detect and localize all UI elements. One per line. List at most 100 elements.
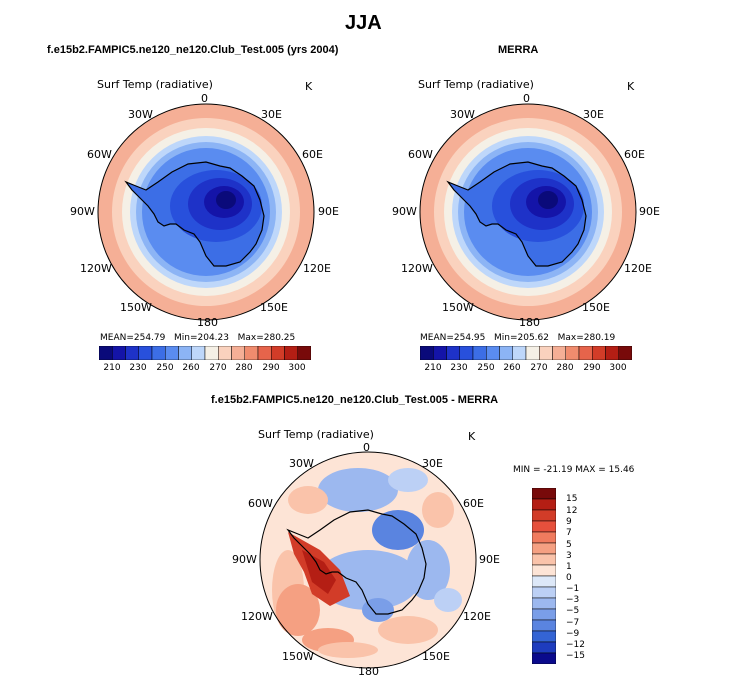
panel-3-case-title: f.e15b2.FAMPIC5.ne120_ne120.Club_Test.00… (211, 394, 499, 406)
panel-2-colorbar-tick: 210 (424, 363, 442, 373)
panel-1-colorbar-tick: 250 (156, 363, 174, 373)
colorbar-swatch (592, 346, 606, 360)
lon-label-30w: 30W (289, 457, 314, 470)
anomaly-blob (318, 642, 378, 658)
map-boundary (97, 103, 315, 321)
lon-label-150e: 150E (582, 301, 610, 314)
panel-2-stats: MEAN=254.95 Min=205.62 Max=280.19 (420, 333, 616, 343)
panel-3-polar-map (259, 451, 477, 669)
colorbar-swatch (532, 652, 556, 664)
lon-label-120e: 120E (463, 610, 491, 623)
anomaly-blob (388, 468, 428, 492)
lon-label-150w: 150W (282, 650, 314, 663)
colorbar-swatch (532, 564, 556, 577)
colorbar-swatch (420, 346, 434, 360)
lon-label-60w: 60W (248, 497, 273, 510)
colorbar-swatch (539, 346, 553, 360)
lon-label-60e: 60E (624, 148, 645, 161)
colorbar-swatch (204, 346, 219, 360)
panel-3-stats: MIN = -21.19 MAX = 15.46 (513, 465, 635, 475)
colorbar-swatch (525, 346, 540, 360)
anomaly-blob (406, 540, 450, 600)
colorbar-swatch (218, 346, 232, 360)
lon-label-150e: 150E (422, 650, 450, 663)
panel-2-colorbar (420, 346, 632, 360)
lon-label-120w: 120W (80, 262, 112, 275)
panel-2-colorbar-tick: 250 (477, 363, 495, 373)
map-boundary (419, 103, 637, 321)
panel-2-colorbar-tick: 230 (450, 363, 468, 373)
panel-2-colorbar-tick: 260 (503, 363, 521, 373)
lon-label-30w: 30W (128, 108, 153, 121)
colorbar-swatch (472, 346, 487, 360)
colorbar-swatch (99, 346, 113, 360)
colorbar-swatch (178, 346, 192, 360)
panel-3-variable-label: Surf Temp (radiative) (258, 428, 374, 441)
panel-3-colorbar-tick: 12 (566, 506, 578, 516)
panel-3-colorbar-tick: −9 (566, 629, 580, 639)
lon-label-120e: 120E (303, 262, 331, 275)
panel-3-colorbar-tick: 7 (566, 528, 572, 538)
panel-3-colorbar (532, 488, 556, 664)
anomaly-blob (362, 598, 394, 622)
plateau-core (538, 191, 558, 209)
lon-label-60w: 60W (87, 148, 112, 161)
lon-label-60e: 60E (302, 148, 323, 161)
colorbar-swatch (297, 346, 311, 360)
colorbar-swatch (532, 575, 556, 588)
colorbar-swatch (565, 346, 580, 360)
lon-label-90e: 90E (318, 205, 339, 218)
colorbar-swatch (532, 488, 556, 500)
panel-1-variable-label: Surf Temp (radiative) (97, 78, 213, 91)
colorbar-swatch (532, 520, 556, 533)
antarctica-coastline (446, 161, 587, 267)
colorbar-swatch (552, 346, 566, 360)
lon-label-90w: 90W (70, 205, 95, 218)
panel-2-variable-label: Surf Temp (radiative) (418, 78, 534, 91)
lon-label-120w: 120W (241, 610, 273, 623)
colorbar-swatch (532, 498, 556, 511)
antarctica-coastline (124, 161, 265, 267)
lon-label-180: 180 (197, 316, 218, 329)
panel-1-colorbar-tick: 260 (182, 363, 200, 373)
colorbar-swatch (125, 346, 139, 360)
anomaly-blob (378, 616, 438, 644)
colorbar-swatch (532, 597, 556, 610)
colorbar-swatch (112, 346, 126, 360)
lon-label-60w: 60W (408, 148, 433, 161)
lon-label-30e: 30E (583, 108, 604, 121)
anomaly-blob (372, 510, 424, 550)
panel-3-colorbar-tick: −12 (566, 640, 585, 650)
anomaly-blob (288, 486, 328, 514)
lon-label-150e: 150E (260, 301, 288, 314)
warm-anomaly-core (302, 550, 336, 594)
colorbar-swatch (532, 619, 556, 632)
panel-2-colorbar-tick: 290 (583, 363, 601, 373)
page-title: JJA (345, 12, 382, 34)
colorbar-swatch (231, 346, 245, 360)
map-boundary (259, 451, 477, 669)
panel-1-units-label: K (305, 80, 313, 93)
anomaly-blob (422, 492, 454, 528)
colorbar-swatch (499, 346, 513, 360)
panel-2-colorbar-tick: 270 (530, 363, 548, 373)
panel-3-colorbar-tick: −7 (566, 618, 580, 628)
panel-2-case-title: MERRA (498, 44, 539, 56)
anomaly-blob (276, 584, 320, 636)
panel-3-units-label: K (468, 430, 476, 443)
colorbar-swatch (532, 641, 556, 654)
lon-label-30e: 30E (422, 457, 443, 470)
plateau-core (216, 191, 236, 209)
panel-3-colorbar-tick: 0 (566, 573, 572, 583)
panel-1-colorbar-tick: 300 (288, 363, 306, 373)
colorbar-swatch (532, 542, 556, 555)
panel-1-colorbar (99, 346, 311, 360)
anomaly-blob (318, 468, 398, 512)
colorbar-swatch (532, 553, 556, 566)
panel-3-colorbar-tick: 1 (566, 562, 572, 572)
colorbar-swatch (191, 346, 206, 360)
colorbar-swatch (605, 346, 619, 360)
colorbar-swatch (138, 346, 153, 360)
panel-2-units-label: K (627, 80, 635, 93)
colorbar-swatch (257, 346, 272, 360)
